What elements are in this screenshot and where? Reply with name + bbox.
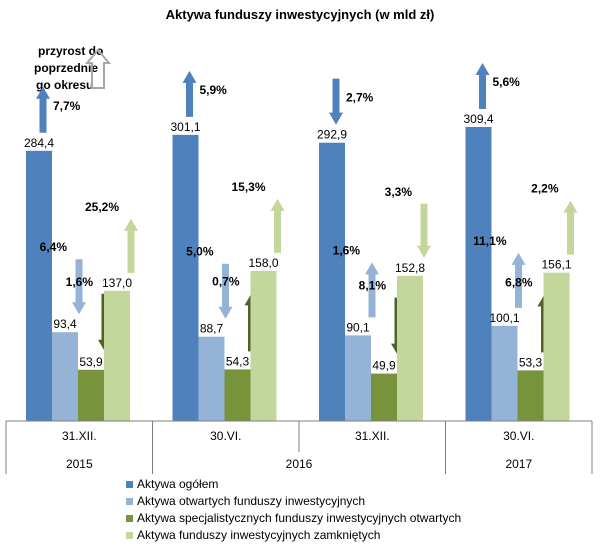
value-label-specialist-1: 53,9	[79, 355, 103, 369]
growth-annotation: przyrost do poprzednie go okresu	[34, 44, 112, 92]
legend-swatch-open	[126, 498, 133, 505]
growth-label-total-3: 2,7%	[346, 91, 374, 105]
bar-open-4	[491, 325, 518, 421]
bar-closed-4	[543, 272, 570, 421]
growth-label-specialist-2: 0,7%	[212, 274, 240, 288]
value-label-open-2: 88,7	[200, 322, 224, 336]
plot-area: 284,4 7,7% 301,1 5,9% 292,9 2,7% 309,4 5,6% 93,4…	[24, 63, 578, 422]
value-label-open-1: 93,4	[53, 317, 77, 331]
growth-label-open-1: 6,4%	[40, 240, 68, 254]
up-arrow-icon	[36, 86, 50, 133]
category-axis: 31.XII. 30.VI. 31.XII. 30.VI. 2015 2016 2017	[5, 420, 593, 474]
value-label-total-2: 301,1	[170, 120, 200, 134]
bar-total-3	[319, 142, 345, 421]
value-label-open-4: 100,1	[489, 311, 519, 325]
year-label-2017: 2017	[505, 457, 532, 471]
up-arrow-icon	[270, 198, 285, 253]
growth-label-closed-1: 25,2%	[85, 200, 119, 214]
growth-label-closed-4: 2,2%	[531, 182, 559, 196]
chart-title: Aktywa funduszy inwestycyjnych (w mld zł…	[166, 7, 435, 22]
bar-specialist-2	[224, 369, 251, 421]
legend-label-total: Aktywa ogółem	[137, 477, 218, 491]
growth-label-specialist-3: 8,1%	[359, 279, 387, 293]
growth-label-total-1: 7,7%	[53, 99, 81, 113]
growth-label-open-2: 5,0%	[186, 245, 214, 259]
period-label-3: 31.XII.	[355, 429, 390, 443]
down-arrow-icon	[329, 78, 343, 125]
value-label-closed-1: 137,0	[102, 276, 132, 290]
up-arrow-icon	[365, 262, 379, 318]
bar-closed-1	[104, 290, 130, 421]
growth-label-specialist-4: 6,8%	[505, 275, 533, 289]
legend-swatch-total	[126, 481, 133, 488]
annotation-line-1: przyrost do	[38, 44, 103, 58]
growth-label-total-4: 5,6%	[493, 75, 521, 89]
up-arrow-icon	[182, 70, 197, 117]
bar-closed-2	[250, 270, 277, 421]
bar-open-1	[52, 332, 78, 421]
value-label-total-3: 292,9	[317, 128, 347, 142]
value-label-closed-4: 156,1	[541, 258, 571, 272]
growth-label-specialist-1: 1,6%	[66, 275, 94, 289]
bar-closed-3	[397, 275, 423, 421]
bar-open-2	[198, 336, 225, 421]
bar-total-4	[465, 127, 492, 421]
annotation-arrow-icon	[84, 48, 112, 89]
year-label-2016: 2016	[286, 457, 313, 471]
bar-total-1	[26, 150, 52, 422]
value-label-total-1: 284,4	[24, 136, 54, 150]
bar-open-3	[345, 335, 371, 421]
period-label-4: 30.VI.	[503, 429, 534, 443]
bar-specialist-4	[517, 370, 544, 421]
legend-swatch-closed	[126, 532, 133, 539]
growth-label-open-3: 1,6%	[333, 243, 361, 257]
legend: Aktywa ogółem Aktywa otwartych funduszy i…	[126, 477, 461, 542]
legend-swatch-specialist	[126, 515, 133, 522]
growth-label-closed-3: 3,3%	[385, 185, 413, 199]
legend-label-closed: Aktywa funduszy inwestycyjnych zamknięty…	[137, 528, 380, 542]
legend-label-specialist: Aktywa specjalistycznych funduszy inwest…	[137, 511, 461, 525]
bar-specialist-3	[371, 373, 397, 421]
bar-specialist-1	[78, 369, 104, 421]
down-arrow-icon	[72, 259, 86, 315]
period-label-2: 30.VI.	[210, 429, 241, 443]
growth-label-closed-2: 15,3%	[231, 180, 265, 194]
value-label-closed-3: 152,8	[395, 261, 425, 275]
value-label-specialist-2: 54,3	[226, 354, 250, 368]
growth-label-open-4: 11,1%	[473, 234, 507, 248]
period-label-1: 31.XII.	[62, 429, 97, 443]
up-arrow-icon	[511, 252, 526, 308]
annotation-line-2: poprzednie	[34, 61, 98, 75]
up-arrow-icon	[475, 63, 490, 109]
legend-label-open: Aktywa otwartych funduszy inwestycyjnych	[137, 494, 365, 508]
value-label-open-3: 90,1	[346, 320, 370, 334]
year-label-2015: 2015	[66, 457, 93, 471]
bar-total-2	[172, 134, 199, 421]
value-label-closed-2: 158,0	[248, 256, 278, 270]
value-label-total-4: 309,4	[463, 112, 493, 126]
annotation-line-3: go okresu	[36, 78, 93, 92]
value-label-specialist-4: 53,3	[519, 355, 543, 369]
up-arrow-icon	[563, 200, 578, 255]
growth-label-total-2: 5,9%	[200, 83, 228, 97]
value-label-specialist-3: 49,9	[372, 359, 396, 373]
down-arrow-icon	[218, 263, 233, 319]
down-arrow-icon	[417, 203, 431, 258]
up-arrow-icon	[124, 218, 138, 273]
